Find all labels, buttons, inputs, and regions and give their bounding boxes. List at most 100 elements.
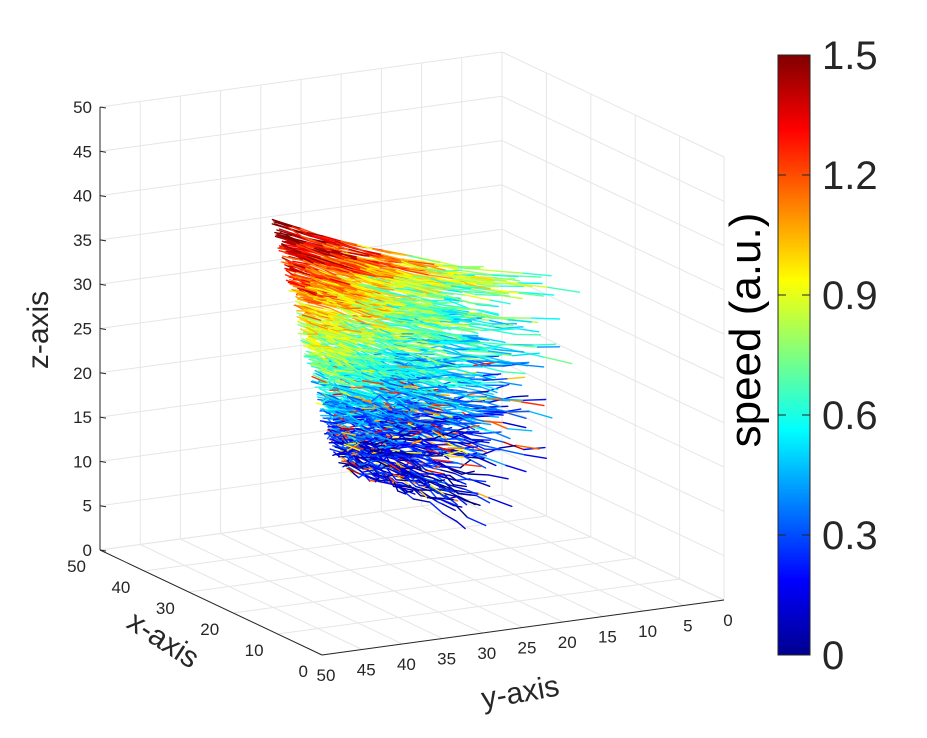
streamline-segment xyxy=(304,312,317,318)
streamline-segment xyxy=(275,234,298,246)
streamline-segment xyxy=(372,312,390,315)
colorbar-tick-labels: 0 0.3 0.6 0.9 1.2 1.5 xyxy=(778,34,878,678)
streamline-segment xyxy=(505,282,533,288)
streamline-segment xyxy=(528,292,555,296)
y-tick-label: 50 xyxy=(317,666,336,685)
streamline-segment xyxy=(339,374,364,382)
streamline-segment xyxy=(435,490,458,498)
streamline-segment xyxy=(326,431,337,442)
streamline-segment xyxy=(363,403,377,409)
streamline-segment xyxy=(387,408,394,411)
streamline-segment xyxy=(374,438,396,445)
streamline-segment xyxy=(354,279,373,284)
streamline-segment xyxy=(372,336,390,342)
streamline-segment xyxy=(483,420,505,424)
streamline-segment xyxy=(389,292,406,297)
y-axis-line xyxy=(321,599,725,656)
streamline-segment xyxy=(428,306,449,311)
colorbar-tick-label: 0 xyxy=(822,634,844,678)
streamline-segment xyxy=(417,488,429,499)
streamline-segment xyxy=(459,326,483,332)
streamline-segment xyxy=(384,436,394,441)
streamline-segment xyxy=(293,269,312,276)
streamline-segment xyxy=(409,267,429,271)
streamline-segment xyxy=(278,228,304,238)
streamline-segment xyxy=(376,289,392,294)
streamline-segment xyxy=(308,322,330,331)
streamline-segment xyxy=(507,428,533,432)
streamline-segment xyxy=(403,438,416,442)
streamline-segment xyxy=(378,333,393,336)
streamline-segment xyxy=(333,415,344,418)
z-tick-label: 45 xyxy=(73,142,92,161)
streamline-segment xyxy=(451,276,476,281)
streamline-segment xyxy=(408,347,425,354)
streamline-segment xyxy=(426,497,442,499)
streamline-segment xyxy=(342,415,351,422)
streamline-segment xyxy=(374,383,391,391)
streamline-segment xyxy=(333,315,354,324)
streamline-segment xyxy=(377,348,388,351)
streamline-segment xyxy=(493,431,511,440)
streamline-segment xyxy=(438,340,452,344)
streamline-segment xyxy=(439,440,456,443)
streamline-segment xyxy=(284,267,298,273)
streamline-segment xyxy=(301,288,317,296)
streamline-segment xyxy=(337,296,357,303)
streamline-segment xyxy=(371,309,387,315)
streamline-segment xyxy=(328,314,336,322)
streamline-segment xyxy=(433,460,454,471)
streamline-segment xyxy=(459,383,482,386)
streamline-segment xyxy=(430,423,443,431)
streamline-segment xyxy=(323,308,344,315)
streamline-segment xyxy=(291,273,313,280)
streamline-segment xyxy=(421,439,441,442)
streamline-segment xyxy=(424,445,440,448)
streamline-segment xyxy=(440,498,454,507)
streamline-segment xyxy=(461,470,475,475)
streamline-segment xyxy=(474,293,501,297)
streamline-segment xyxy=(344,420,360,426)
streamline-segment xyxy=(442,512,458,523)
streamline-segment xyxy=(346,395,364,401)
streamline-segment xyxy=(375,343,395,351)
x-tick-label: 20 xyxy=(200,620,219,639)
streamline-segment xyxy=(273,221,294,228)
streamline-segment xyxy=(441,378,461,385)
streamline-segment xyxy=(355,467,364,473)
streamline-segment xyxy=(310,333,326,345)
streamline-segment xyxy=(351,389,371,397)
streamline-segment xyxy=(354,462,365,471)
streamline-segment xyxy=(387,313,403,317)
streamline-segment xyxy=(407,371,424,379)
streamline-segment xyxy=(457,495,476,506)
streamline-segment xyxy=(300,328,311,334)
streamline-segment xyxy=(342,343,357,349)
streamline-segment xyxy=(312,235,338,244)
streamline-segment xyxy=(339,399,347,403)
streamline-segment xyxy=(373,292,395,301)
streamline-segment xyxy=(348,352,368,357)
streamline-segment xyxy=(330,346,351,358)
streamline-segment xyxy=(419,327,441,333)
streamline-segment xyxy=(374,319,390,327)
streamline-segment xyxy=(423,378,446,382)
streamline-segment xyxy=(410,295,432,301)
streamline-segment xyxy=(442,450,462,457)
streamline-segment xyxy=(434,311,451,317)
streamline-segment xyxy=(338,462,349,465)
streamline-segment xyxy=(348,248,376,257)
streamline-segment xyxy=(315,373,329,381)
streamline-segment xyxy=(332,246,348,255)
streamline-segment xyxy=(469,425,480,428)
streamline-segment xyxy=(448,383,468,387)
streamline-segment xyxy=(356,338,376,342)
grid-line xyxy=(501,317,725,424)
streamline-segment xyxy=(312,374,331,384)
streamline-segment xyxy=(405,451,424,454)
colorbar-tick-label: 1.2 xyxy=(822,154,878,198)
streamline-segment xyxy=(368,384,387,387)
streamline-segment xyxy=(320,329,344,338)
streamline-segment xyxy=(427,317,452,322)
streamline-segment xyxy=(355,409,379,418)
